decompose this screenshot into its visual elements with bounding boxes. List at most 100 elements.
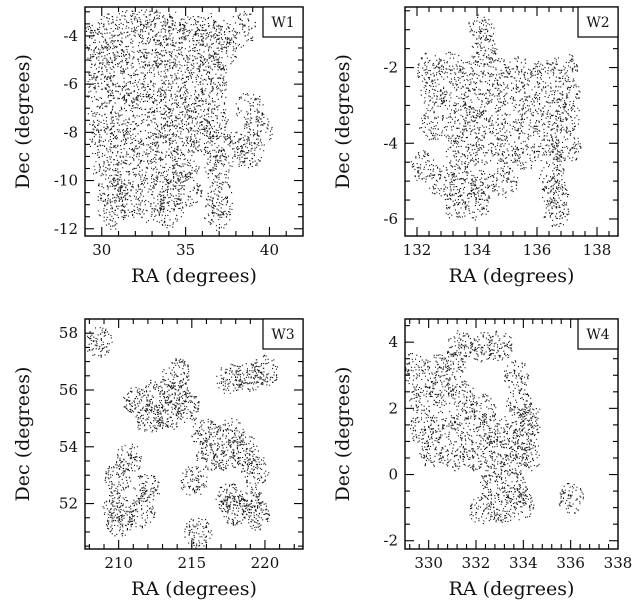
pointing [501,446,528,477]
pointing [176,76,205,113]
pointing [180,466,208,496]
pointing [146,102,176,139]
pointing [143,379,171,409]
y-tick-label: -4 [383,134,398,152]
pointing [488,109,515,141]
y-tick-label: -2 [383,532,398,550]
pointing [468,14,495,47]
pointing [87,46,113,80]
pointing [232,434,259,467]
pointing [429,165,455,197]
pointing [158,75,186,110]
y-axis-label: Dec (degrees) [332,367,354,502]
panel-w3: 210 215 220 52 54 56 58 RA (degrees) Dec (degree… [12,318,304,600]
pointing [410,150,437,183]
pointing [104,464,132,495]
pointing [148,125,176,160]
x-tick-label: 334 [509,554,538,572]
pointing [509,488,535,521]
x-tick-label: 30 [92,241,111,259]
pointing [153,399,182,430]
pointing [466,135,494,166]
panel-tag-box [262,318,304,350]
pointing [241,455,270,486]
pointing [155,191,184,229]
pointing [515,439,540,472]
pointing [110,106,137,142]
pointing [490,491,516,523]
x-axis-label: RA (degrees) [131,578,257,600]
pointing [469,493,495,525]
pointing [133,158,161,191]
pointing [251,354,279,386]
panel-tag-box [577,6,619,38]
pointing [102,491,130,523]
pointing [123,387,151,418]
pointing [142,67,170,103]
plot-frame [404,318,619,550]
pointing [133,9,159,45]
panel-tag-box [262,6,304,38]
pointing [506,389,533,418]
y-axis-label: Dec (degrees) [12,367,34,502]
pointing [450,380,475,411]
pointings [405,330,584,525]
pointing [202,106,229,140]
panel-w2: 132 134 136 138 -6 -4 -2 RA (degrees) Dec (degre… [332,6,619,287]
pointing [457,60,484,92]
pointing [538,162,566,194]
panel-tag-box [577,318,619,350]
pointing [131,130,160,164]
pointing [445,139,474,170]
pointing [235,93,264,125]
pointing [166,46,195,83]
y-tick-label: 56 [59,381,78,399]
x-axis-label: RA (degrees) [131,265,257,287]
pointing [120,42,149,79]
pointing [209,37,237,71]
pointing [184,517,213,549]
pointing [555,131,582,162]
pointing [491,165,519,198]
panel-tag: W4 [586,327,609,343]
pointing [480,465,506,497]
y-tick-label: -2 [383,59,398,77]
x-tick-label: 220 [251,554,280,572]
pointing [216,418,245,448]
pointing [444,189,470,219]
x-tick-label: 40 [260,241,279,259]
y-tick-label: -8 [63,123,78,141]
pointing [471,393,497,426]
pointing [137,187,165,223]
pointing [558,483,584,514]
pointing [464,107,491,138]
x-axis-label: RA (degrees) [449,578,575,600]
panel-w4: 330 332 334 336 338 -2 0 2 4 RA (degrees) Dec (deg… [332,318,632,600]
y-tick-label: 54 [59,438,78,456]
pointing [553,79,581,111]
pointing [511,140,539,170]
pointing [236,485,263,516]
y-tick-label: -12 [54,220,78,238]
pointing [422,354,450,386]
pointing [151,38,180,74]
x-axis-label: RA (degrees) [449,265,575,287]
y-tick-label: 52 [59,495,78,513]
pointing [244,113,273,146]
pointing [510,82,535,115]
pointing [105,505,133,537]
pointing [501,472,528,502]
y-tick-label: -6 [63,75,78,93]
pointing [168,119,198,156]
panel-w1: 30 35 40 -12 -10 -8 -6 -4 RA (degrees) Dec (degre… [12,6,304,287]
pointing [488,330,513,361]
pointing [204,149,230,185]
pointing [494,416,521,449]
x-tick-label: 215 [177,554,206,572]
pointing [186,43,214,79]
pointing [437,51,465,84]
pointing [535,113,563,145]
x-tick-label: 210 [104,554,133,572]
pointing [155,154,182,190]
panel-tag: W3 [271,327,294,343]
